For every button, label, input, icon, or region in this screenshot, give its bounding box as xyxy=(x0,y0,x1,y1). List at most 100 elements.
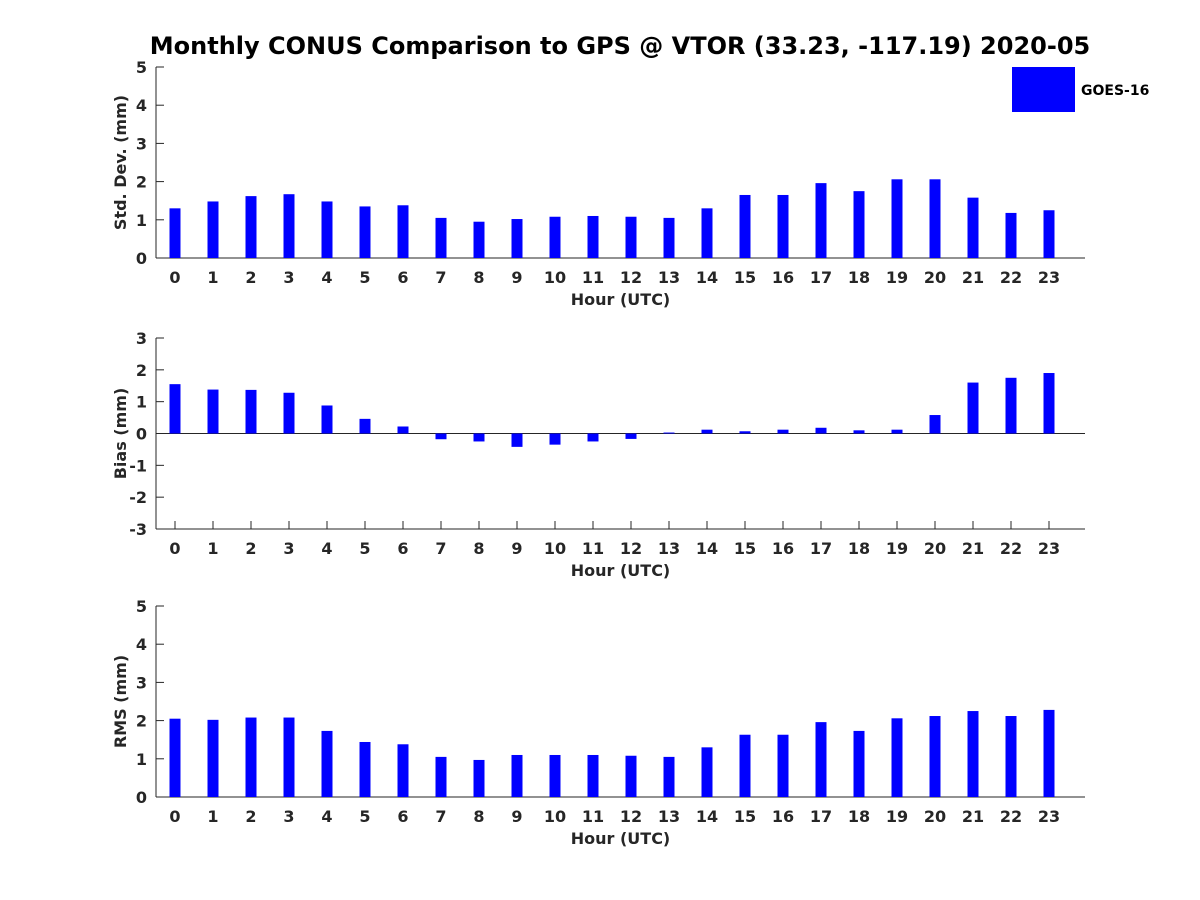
x-tick-label: 9 xyxy=(511,539,522,558)
bar-hour-11 xyxy=(587,215,599,258)
y-tick-label: -3 xyxy=(129,520,147,539)
x-tick-label: 22 xyxy=(1000,268,1022,287)
x-tick-label: 7 xyxy=(435,807,446,826)
y-tick-label: 4 xyxy=(136,635,147,654)
x-tick-label: 4 xyxy=(321,539,332,558)
x-tick-label: 13 xyxy=(658,807,680,826)
bar-hour-9 xyxy=(511,219,523,258)
bar-hour-20 xyxy=(929,179,941,258)
x-tick-label: 17 xyxy=(810,539,832,558)
y-tick-label: -1 xyxy=(129,456,147,475)
x-tick-label: 9 xyxy=(511,807,522,826)
bar-hour-21 xyxy=(967,711,979,797)
x-tick-label: 1 xyxy=(207,539,218,558)
x-tick-label: 7 xyxy=(435,268,446,287)
bar-hour-8 xyxy=(473,221,485,258)
x-tick-label: 3 xyxy=(283,539,294,558)
x-tick-label: 23 xyxy=(1038,268,1060,287)
bar-hour-7 xyxy=(435,756,447,797)
x-tick-label: 3 xyxy=(283,807,294,826)
bar-hour-12 xyxy=(625,433,637,439)
bar-hour-17 xyxy=(815,427,827,434)
x-tick-label: 10 xyxy=(544,539,566,558)
bar-hour-14 xyxy=(701,208,713,258)
bar-hour-6 xyxy=(397,426,409,434)
bar-hour-0 xyxy=(169,718,181,797)
bar-hour-4 xyxy=(321,201,333,258)
bar-hour-23 xyxy=(1043,709,1055,797)
bar-hour-6 xyxy=(397,744,409,797)
y-tick-label: 3 xyxy=(136,134,147,153)
bar-hour-18 xyxy=(853,191,865,258)
x-tick-label: 13 xyxy=(658,539,680,558)
x-tick-label: 14 xyxy=(696,268,718,287)
x-tick-label: 19 xyxy=(886,807,908,826)
bar-hour-19 xyxy=(891,429,903,434)
x-tick-label: 15 xyxy=(734,807,756,826)
bar-hour-1 xyxy=(207,201,219,258)
x-tick-label: 20 xyxy=(924,807,946,826)
bar-hour-15 xyxy=(739,194,751,258)
legend-label: GOES-16 xyxy=(1081,83,1149,99)
x-tick-label: 5 xyxy=(359,539,370,558)
bar-hour-13 xyxy=(663,756,675,797)
bar-hour-13 xyxy=(663,217,675,258)
x-tick-label: 8 xyxy=(473,539,484,558)
bar-hour-0 xyxy=(169,208,181,258)
bar-hour-3 xyxy=(283,717,295,797)
bar-hour-11 xyxy=(587,433,599,442)
bar-hour-20 xyxy=(929,415,941,434)
y-tick-label: 2 xyxy=(136,173,147,192)
bar-hour-2 xyxy=(245,196,257,258)
x-tick-label: 11 xyxy=(582,539,604,558)
bar-hour-3 xyxy=(283,194,295,258)
bar-hour-18 xyxy=(853,430,865,434)
x-tick-label: 1 xyxy=(207,807,218,826)
x-tick-label: 11 xyxy=(582,268,604,287)
bar-hour-14 xyxy=(701,747,713,797)
x-axis-label: Hour (UTC) xyxy=(571,561,671,580)
x-tick-label: 8 xyxy=(473,268,484,287)
bar-hour-19 xyxy=(891,179,903,258)
x-tick-label: 19 xyxy=(886,268,908,287)
x-tick-label: 12 xyxy=(620,807,642,826)
bar-hour-5 xyxy=(359,206,371,258)
y-tick-label: 3 xyxy=(136,673,147,692)
bar-hour-18 xyxy=(853,730,865,797)
y-tick-label: 0 xyxy=(136,249,147,268)
x-tick-label: 6 xyxy=(397,539,408,558)
x-tick-label: 16 xyxy=(772,807,794,826)
x-tick-label: 0 xyxy=(169,539,180,558)
x-tick-label: 0 xyxy=(169,807,180,826)
bar-hour-23 xyxy=(1043,373,1055,434)
x-tick-label: 21 xyxy=(962,268,984,287)
bar-hour-5 xyxy=(359,418,371,434)
chart-title: Monthly CONUS Comparison to GPS @ VTOR (… xyxy=(150,32,1090,60)
x-tick-label: 12 xyxy=(620,268,642,287)
x-tick-label: 0 xyxy=(169,268,180,287)
x-tick-label: 11 xyxy=(582,807,604,826)
y-tick-label: 0 xyxy=(136,788,147,807)
bar-hour-5 xyxy=(359,741,371,797)
x-axis-label: Hour (UTC) xyxy=(571,290,671,309)
y-tick-label: 2 xyxy=(136,361,147,380)
bar-hour-12 xyxy=(625,216,637,258)
x-tick-label: 7 xyxy=(435,539,446,558)
bar-hour-21 xyxy=(967,382,979,434)
bar-hour-10 xyxy=(549,754,561,797)
x-tick-label: 2 xyxy=(245,268,256,287)
x-tick-label: 21 xyxy=(962,807,984,826)
x-tick-label: 16 xyxy=(772,539,794,558)
x-tick-label: 14 xyxy=(696,807,718,826)
bar-hour-7 xyxy=(435,217,447,258)
x-tick-label: 15 xyxy=(734,268,756,287)
x-tick-label: 10 xyxy=(544,807,566,826)
bar-hour-7 xyxy=(435,433,447,440)
bar-hour-9 xyxy=(511,754,523,797)
bar-hour-14 xyxy=(701,429,713,434)
x-tick-label: 9 xyxy=(511,268,522,287)
